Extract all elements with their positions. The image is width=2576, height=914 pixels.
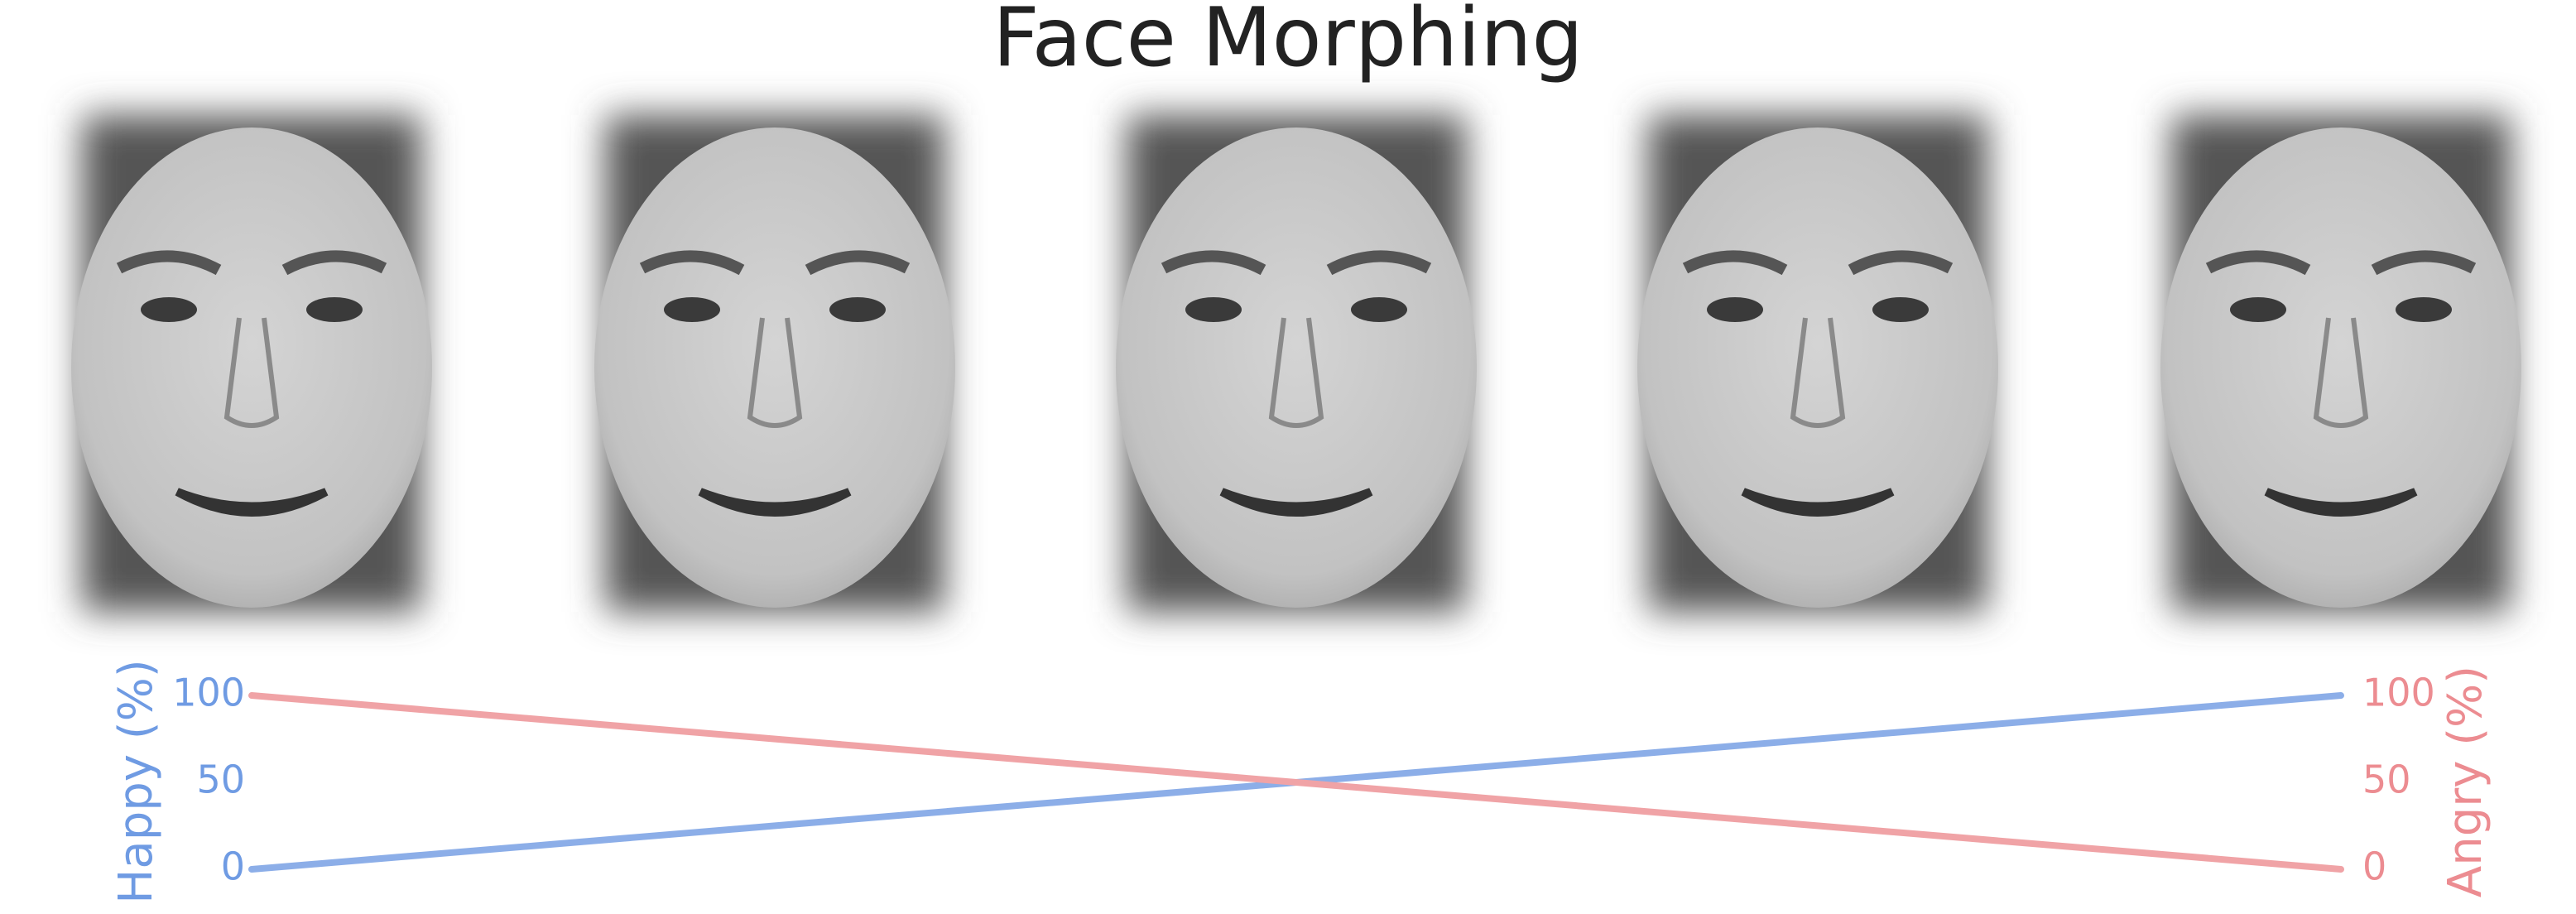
- chart-title: Face Morphing: [992, 0, 1583, 85]
- y2-tick-label: 50: [2362, 758, 2411, 802]
- face-image: [2160, 115, 2521, 612]
- face-image: [594, 115, 955, 612]
- face-image: [1116, 115, 1477, 612]
- line-angry: [248, 692, 2344, 873]
- y-tick-label: 100: [172, 671, 245, 715]
- y2-tick-label: 0: [2362, 844, 2386, 889]
- y-tick-label: 0: [221, 844, 245, 889]
- y2-axis-label: Angry (%): [2439, 666, 2492, 897]
- face-image: [1637, 115, 1998, 612]
- y-tick-label: 50: [196, 758, 245, 802]
- face-image: [71, 115, 432, 612]
- y-axis-label: Happy (%): [109, 659, 163, 903]
- face-images: [71, 115, 2521, 612]
- y2-tick-label: 100: [2362, 671, 2435, 715]
